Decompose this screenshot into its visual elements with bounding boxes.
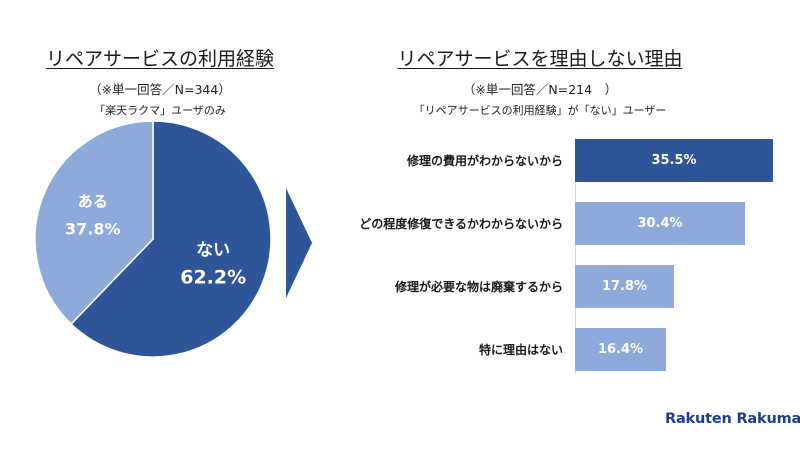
bar-chart-axis: [575, 138, 576, 374]
arrow-right-icon: [286, 188, 312, 298]
bar-category-label: 特に理由はない: [478, 342, 563, 357]
pie-slice-label-1: ある: [78, 193, 108, 211]
bar-category-label: 修理の費用がわからないから: [406, 153, 563, 168]
pie-chart-note: 「楽天ラクマ」ユーザのみ: [94, 104, 226, 117]
bar-chart-title: リペアサービスを理由しない理由: [397, 48, 683, 70]
bar: [575, 328, 666, 371]
bar-value-label: 17.8%: [601, 279, 648, 294]
rakuten-rakuma-logo: Rakuten Rakuma: [665, 411, 800, 427]
pie-chart-subtitle: （※単一回答／N=344）: [89, 82, 231, 97]
bar: [575, 265, 674, 308]
pie-slice-1: [34, 120, 154, 326]
bar: [575, 139, 773, 182]
bar-category-label: どの程度修復できるかわからないから: [359, 216, 563, 231]
pie-chart: ない 62.2% ある 37.8%: [34, 120, 272, 358]
pie-slice-value-0: 62.2%: [180, 266, 246, 288]
bar-chart-subtitle: （※単一回答／N=214 ）: [462, 82, 618, 97]
bar-value-label: 35.5%: [651, 153, 697, 168]
pie-slice-0: [70, 120, 272, 358]
bar: [575, 202, 745, 245]
pie-slice-value-1: 37.8%: [65, 220, 121, 239]
pie-slice-label-0: ない: [196, 240, 230, 260]
bar-chart-note: 「リペアサービスの利用経験」が「ない」ユーザー: [413, 104, 667, 117]
pie-chart-title: リペアサービスの利用経験: [45, 48, 274, 70]
bar-value-label: 30.4%: [637, 216, 683, 231]
bar-value-label: 16.4%: [597, 342, 644, 357]
bar-category-label: 修理が必要な物は廃棄するから: [394, 279, 563, 294]
